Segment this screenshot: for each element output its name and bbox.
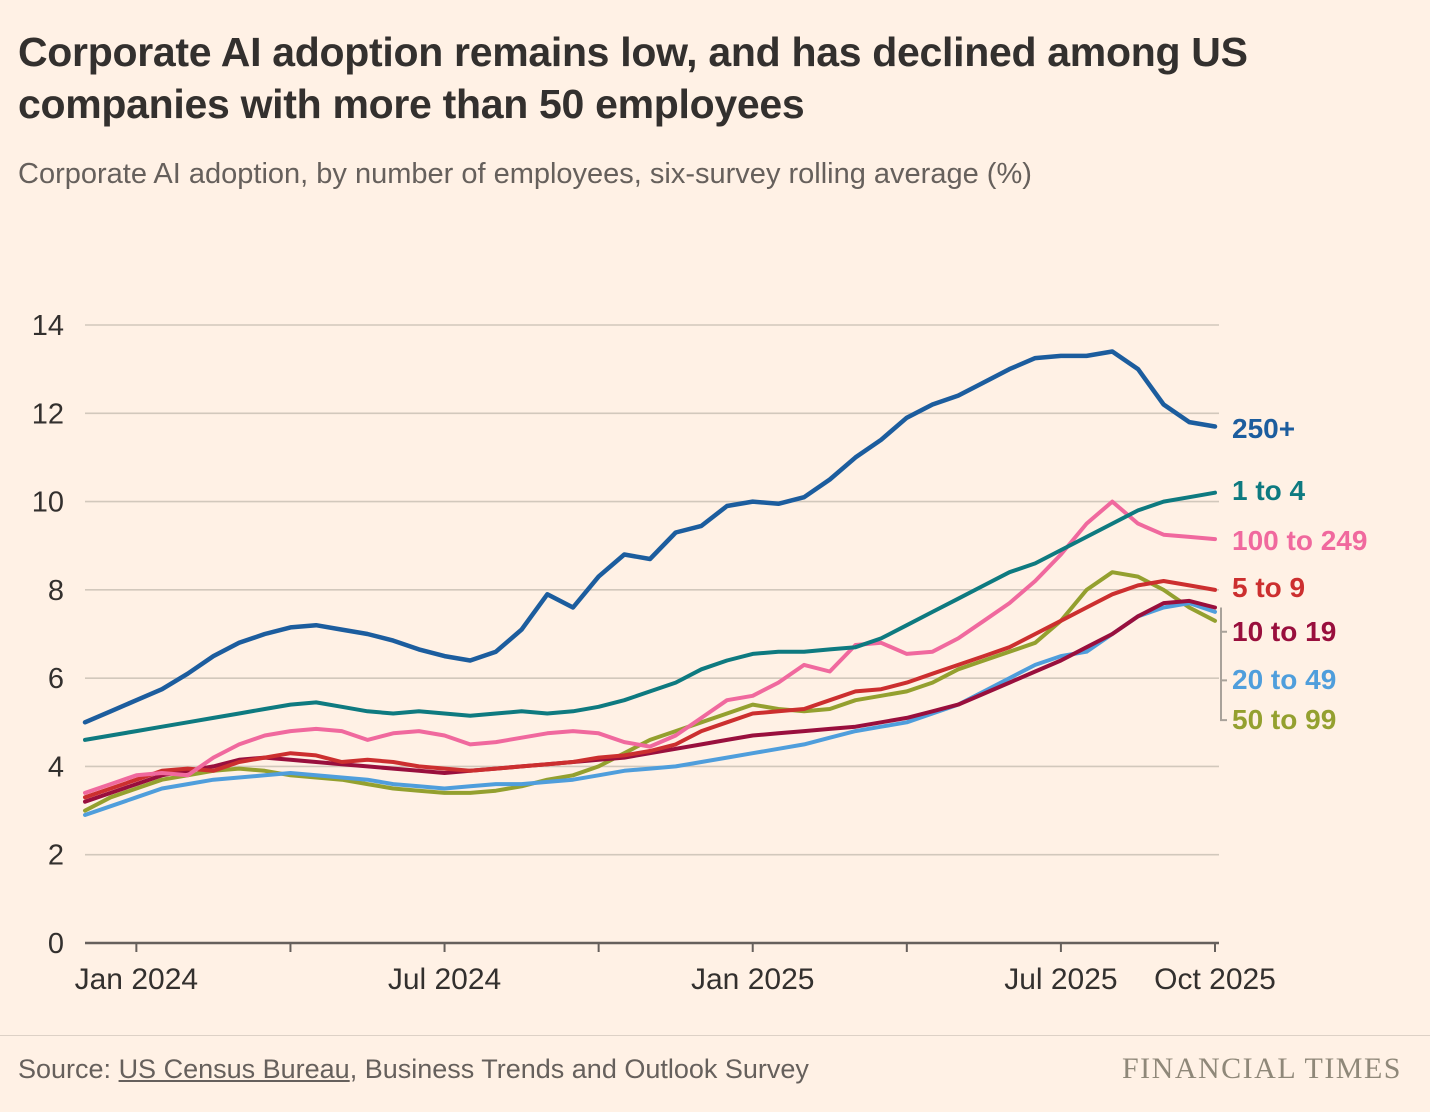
x-axis: Jan 2024 Jul 2024 Jan 2025 Jul 2025 Oct 2025 bbox=[75, 941, 1276, 996]
chart-footer: Source: US Census Bureau, Business Trend… bbox=[0, 1035, 1430, 1112]
y-tick-label: 6 bbox=[48, 663, 64, 695]
x-tick-label: Jan 2025 bbox=[691, 963, 814, 996]
label-connectors bbox=[1220, 607, 1227, 722]
y-tick-label: 4 bbox=[48, 752, 64, 784]
source-note: Source: US Census Bureau, Business Trend… bbox=[18, 1054, 809, 1085]
chart-title: Corporate AI adoption remains low, and h… bbox=[18, 29, 1248, 128]
source-prefix: Source: bbox=[18, 1054, 119, 1084]
x-tick-label: Jul 2025 bbox=[1004, 963, 1117, 996]
y-tick-label: 2 bbox=[48, 840, 64, 872]
source-link[interactable]: US Census Bureau bbox=[118, 1054, 350, 1084]
series-line-1-to-4 bbox=[83, 490, 1217, 743]
series-line-50-to-99 bbox=[83, 570, 1217, 813]
chart-subtitle: Corporate AI adoption, by number of empl… bbox=[18, 158, 1032, 191]
series-line-20-to-49 bbox=[83, 601, 1217, 818]
y-tick-label: 8 bbox=[48, 575, 64, 607]
series-line-10-to-19 bbox=[83, 599, 1217, 804]
series-line-100-to-249 bbox=[83, 499, 1217, 796]
chart-area: 0 2 4 6 8 10 12 14 Jan 2024 Jul 2024 Jan 2025 Jul 2… bbox=[0, 245, 1430, 1005]
ft-logo: FINANCIAL TIMES bbox=[1121, 1052, 1402, 1085]
label-connector bbox=[1220, 620, 1227, 722]
y-tick-label: 10 bbox=[32, 487, 64, 519]
series-line-250+ bbox=[82, 349, 1218, 725]
series-lines bbox=[82, 349, 1218, 818]
y-tick-label: 14 bbox=[32, 310, 64, 342]
y-tick-label: 0 bbox=[48, 928, 64, 960]
x-tick-label: Jan 2024 bbox=[75, 963, 198, 996]
x-tick-label: Jul 2024 bbox=[388, 963, 501, 996]
line-chart: 0 2 4 6 8 10 12 14 Jan 2024 Jul 2024 Jan 2025 Jul 2… bbox=[32, 310, 1276, 996]
chart-header: Corporate AI adoption remains low, and h… bbox=[0, 0, 1430, 191]
y-gridlines: 0 2 4 6 8 10 12 14 bbox=[32, 310, 1219, 960]
x-tick-label: Oct 2025 bbox=[1154, 963, 1276, 996]
source-suffix: , Business Trends and Outlook Survey bbox=[349, 1054, 809, 1084]
series-line-5-to-9 bbox=[83, 579, 1217, 800]
y-tick-label: 12 bbox=[32, 398, 64, 430]
